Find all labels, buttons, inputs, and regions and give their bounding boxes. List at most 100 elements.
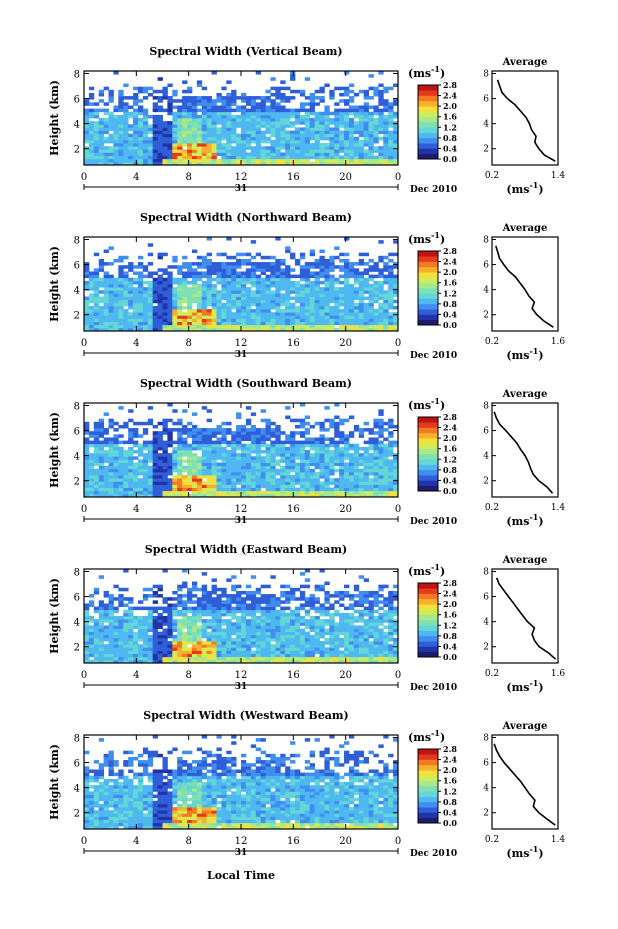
heatmap-cell	[152, 309, 158, 313]
heatmap-cell	[314, 130, 320, 135]
heatmap-cell	[226, 637, 232, 642]
heatmap-cell	[270, 484, 276, 488]
heatmap-cell	[118, 149, 124, 153]
heatmap-cell	[201, 99, 208, 103]
heatmap-cell	[177, 161, 183, 166]
heatmap-cell	[128, 290, 134, 294]
heatmap-cell	[123, 603, 129, 607]
heatmap-cell	[353, 127, 360, 131]
heatmap-cell	[275, 309, 281, 313]
colorbar-unit-close: )	[440, 67, 445, 80]
heatmap-cell	[216, 481, 222, 485]
heatmap-cell	[231, 102, 237, 106]
heatmap-cell	[236, 412, 242, 416]
heatmap-cell	[294, 139, 301, 144]
heatmap-cell	[393, 284, 399, 288]
heatmap-cell	[221, 161, 227, 166]
heatmap-cell	[137, 277, 144, 282]
heatmap-cell	[378, 456, 384, 460]
heatmap-cell	[201, 302, 208, 307]
heatmap-cell	[368, 152, 374, 156]
y-tick-label: 2	[74, 311, 80, 322]
heatmap-cell	[348, 124, 355, 128]
heatmap-cell	[118, 484, 124, 488]
heatmap-cell	[162, 609, 168, 614]
heatmap-cell	[344, 321, 350, 326]
heatmap-cell	[245, 118, 252, 122]
heatmap-cell	[260, 462, 266, 467]
heatmap-cell	[123, 139, 129, 144]
heatmap-cell	[84, 637, 90, 642]
heatmap-cell	[191, 158, 198, 163]
heatmap-cell	[123, 312, 129, 316]
heatmap-cell	[299, 321, 306, 326]
heatmap-cell	[182, 315, 188, 319]
heatmap-cell	[93, 647, 100, 651]
heatmap-cell	[142, 650, 149, 654]
heatmap-cell	[231, 471, 237, 476]
heatmap-cell	[329, 450, 335, 454]
heatmap-cell	[108, 481, 114, 485]
heatmap-cell	[206, 634, 212, 639]
heatmap-cell	[196, 102, 203, 106]
heatmap-cell	[196, 327, 203, 332]
heatmap-cell	[201, 111, 208, 116]
heatmap-cell	[142, 440, 149, 445]
heatmap-cell	[191, 612, 198, 617]
heatmap-cell	[241, 99, 247, 103]
heatmap-cell	[88, 277, 95, 282]
heatmap-cell	[353, 287, 360, 291]
heatmap-cell	[314, 302, 320, 307]
heatmap-cell	[187, 155, 193, 160]
heatmap-cell	[344, 143, 350, 147]
colorbar-unit-base: (ms	[408, 399, 431, 412]
heatmap-cell	[191, 587, 198, 592]
heatmap-cell	[241, 450, 247, 454]
heatmap-cell	[344, 309, 350, 313]
heatmap-cell	[334, 424, 340, 429]
heatmap-field	[84, 403, 399, 498]
heatmap-cell	[147, 443, 154, 448]
heatmap-cell	[304, 299, 311, 304]
heatmap-cell	[319, 302, 325, 307]
heatmap-cell	[245, 487, 252, 492]
heatmap-cell	[123, 146, 129, 150]
heatmap-cell	[255, 130, 262, 135]
heatmap-cell	[236, 415, 242, 420]
heatmap-cell	[299, 105, 306, 109]
heatmap-cell	[142, 493, 149, 498]
heatmap-cell	[157, 274, 163, 279]
heatmap-cell	[182, 443, 188, 448]
heatmap-cell	[299, 89, 306, 94]
heatmap-cell	[334, 139, 340, 144]
heatmap-cell	[290, 302, 296, 307]
heatmap-cell	[294, 262, 301, 266]
heatmap-cell	[265, 481, 271, 485]
heatmap-cell	[206, 277, 212, 282]
heatmap-cell	[231, 287, 237, 291]
heatmap-cell	[162, 459, 168, 463]
heatmap-cell	[255, 146, 262, 150]
heatmap-cell	[353, 146, 360, 150]
heatmap-cell	[378, 121, 384, 125]
heatmap-cell	[363, 158, 369, 163]
heatmap-cell	[280, 287, 286, 291]
heatmap-cell	[147, 650, 154, 654]
heatmap-cell	[137, 327, 144, 332]
heatmap-cell	[162, 656, 168, 661]
heatmap-cell	[353, 114, 360, 119]
heatmap-cell	[221, 484, 227, 488]
heatmap-cell	[255, 277, 262, 282]
heatmap-cell	[388, 424, 394, 429]
average-y-tick-label: 4	[483, 286, 489, 296]
heatmap-cell	[285, 149, 291, 153]
heatmap-cell	[250, 412, 257, 416]
heatmap-cell	[177, 625, 183, 629]
colorbar-swatch	[418, 122, 438, 128]
heatmap-cell	[353, 293, 360, 297]
heatmap-cell	[236, 641, 242, 645]
heatmap-cell	[93, 606, 100, 611]
heatmap-cell	[182, 277, 188, 282]
heatmap-cell	[157, 299, 163, 304]
heatmap-cell	[177, 143, 183, 147]
